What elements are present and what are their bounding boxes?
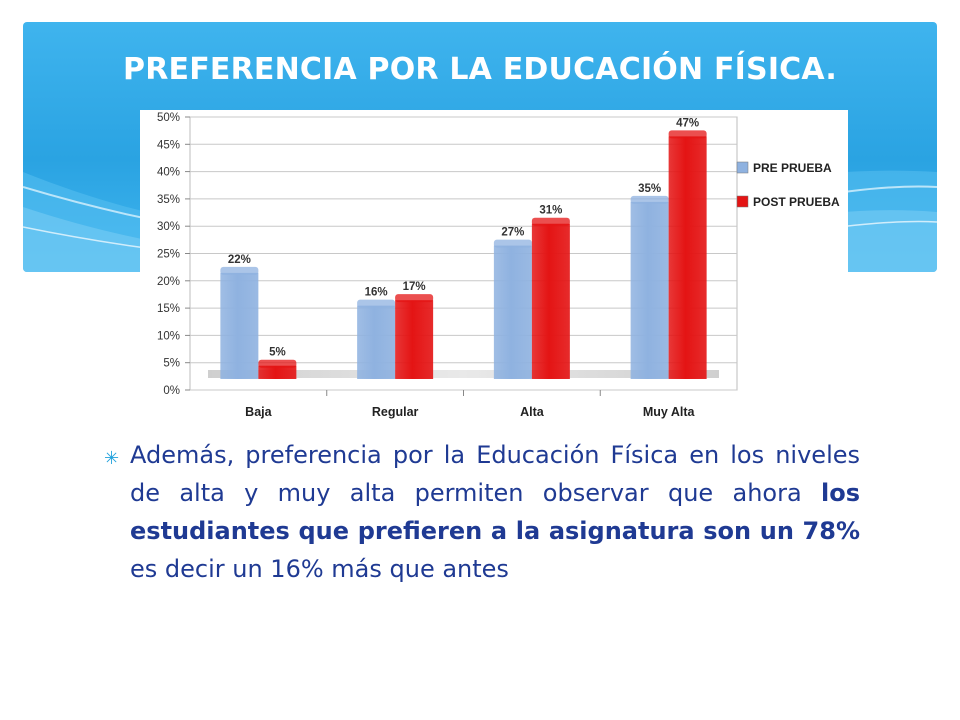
x-tick-label: Baja <box>245 405 272 419</box>
x-tick-label: Muy Alta <box>643 405 696 419</box>
data-label: 17% <box>403 281 426 293</box>
data-label: 16% <box>365 287 388 299</box>
bullet-text-bold: los estudiantes que prefieren a la asign… <box>130 479 860 545</box>
data-label: 47% <box>676 117 699 129</box>
bar-pre-prueba <box>630 201 669 379</box>
bar-chart: 0% 5% 10% 15% 20% 25% 30% 35% 40% 45% 50% 22% 5% Baja… <box>140 110 848 427</box>
y-tick-label: 30% <box>157 221 180 233</box>
y-tick-label: 10% <box>157 330 180 342</box>
y-tick-label: 15% <box>157 303 180 315</box>
bar-post-prueba <box>531 223 570 379</box>
asterisk-bullet-icon: ✳ <box>104 448 120 469</box>
data-label: 22% <box>228 254 251 266</box>
bar-post-prueba <box>395 300 434 379</box>
x-tick-label: Alta <box>520 405 545 419</box>
bar-chart-svg: 0% 5% 10% 15% 20% 25% 30% 35% 40% 45% 50% 22% 5% Baja… <box>157 112 840 419</box>
legend-swatch <box>736 195 749 208</box>
x-tick-label: Regular <box>372 405 419 419</box>
y-tick-label: 20% <box>157 276 180 288</box>
y-tick-label: 0% <box>163 385 180 397</box>
legend-label: POST PRUEBA <box>753 195 840 209</box>
bar-top-post-prueba <box>531 217 570 226</box>
legend-swatch <box>736 161 749 174</box>
y-tick-label: 45% <box>157 139 180 151</box>
bar-post-prueba <box>668 136 707 379</box>
bar-pre-prueba <box>357 305 396 379</box>
bar-top-pre-prueba <box>630 195 669 204</box>
bar-post-prueba <box>258 365 297 379</box>
y-tick-label: 35% <box>157 194 180 206</box>
chart-floor <box>208 370 719 378</box>
bar-pre-prueba <box>493 245 532 379</box>
y-tick-label: 50% <box>157 112 180 124</box>
data-label: 35% <box>638 183 661 195</box>
data-label: 31% <box>539 205 562 217</box>
data-label: 5% <box>269 347 286 359</box>
y-tick-label: 5% <box>163 358 180 370</box>
y-tick-label: 40% <box>157 167 180 179</box>
bullet-text-part2: es decir un 16% más que antes <box>130 555 509 583</box>
y-tick-label: 25% <box>157 249 180 261</box>
bullet-text-part1: Además, preferencia por la Educación Fís… <box>130 441 860 507</box>
legend-label: PRE PRUEBA <box>753 161 832 175</box>
bar-pre-prueba <box>220 272 259 379</box>
bullet-text: Además, preferencia por la Educación Fís… <box>130 436 860 588</box>
slide-title: PREFERENCIA POR LA EDUCACIÓN FÍSICA. <box>123 52 837 87</box>
data-label: 27% <box>501 227 524 239</box>
